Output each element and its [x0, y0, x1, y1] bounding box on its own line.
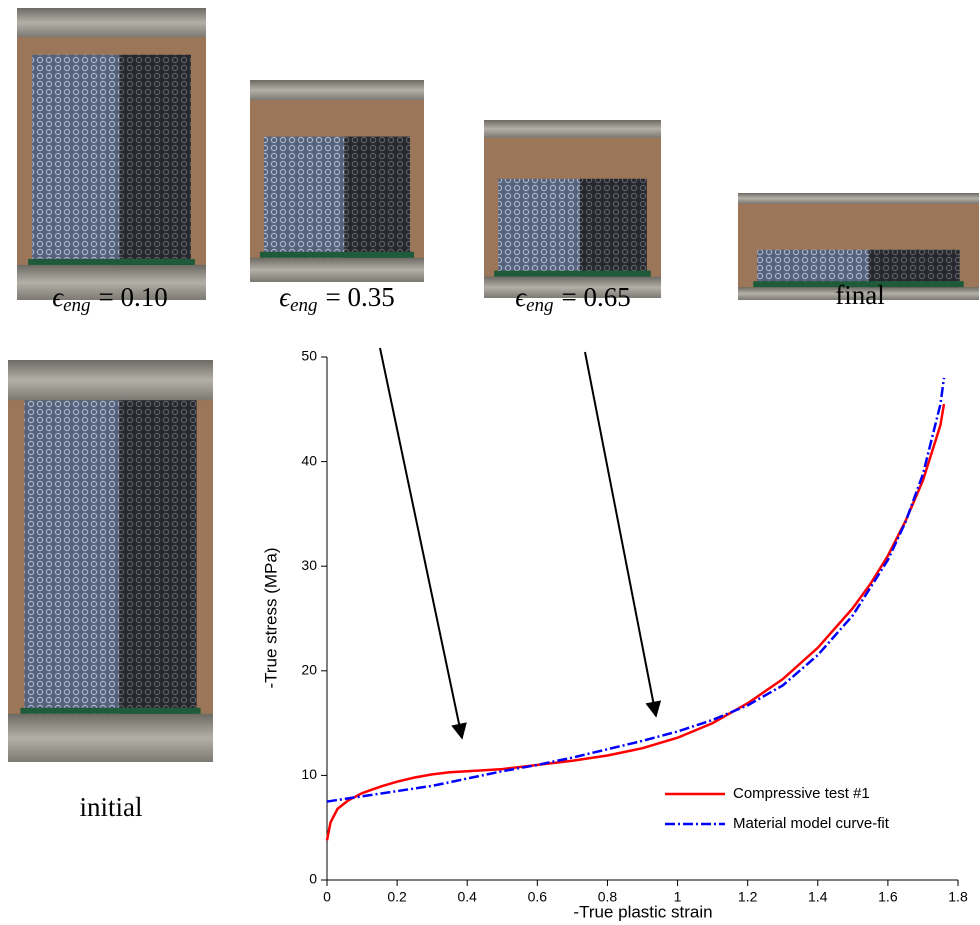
y-tick-label: 10 [301, 766, 317, 782]
caption-subscript: eng [63, 295, 90, 316]
foam-right [868, 249, 960, 288]
legend-label: Material model curve-fit [733, 815, 890, 832]
data-line [325, 403, 946, 841]
x-tick-label: 0.6 [528, 889, 548, 905]
caption-symbol: ϵ [279, 282, 291, 312]
y-tick-label: 20 [301, 662, 317, 678]
x-tick-label: 1.4 [808, 889, 828, 905]
photo-plate [484, 120, 661, 138]
photo-plate [8, 713, 213, 762]
photo-plate [8, 360, 213, 401]
photo-caption: initial [80, 792, 143, 822]
photo-plate [484, 276, 661, 298]
caption-symbol: ϵ [515, 282, 527, 312]
foam-right [119, 54, 191, 265]
legend-label: Compressive test #1 [733, 785, 870, 802]
x-tick-label: 0 [323, 889, 331, 905]
y-axis-label: -True stress (MPa) [261, 547, 280, 688]
arrow [584, 351, 662, 718]
photo-caption: ϵeng = 0.10 [52, 282, 168, 316]
foam-right [579, 178, 647, 277]
y-tick-label: 40 [301, 452, 317, 468]
photo-plate [738, 287, 979, 300]
photo-plate [17, 8, 206, 38]
foam-right [344, 136, 411, 258]
y-tick-label: 50 [301, 348, 317, 364]
foam-left [32, 54, 120, 265]
photo-caption: final [835, 280, 884, 310]
x-axis-label: -True plastic strain [573, 902, 712, 921]
foam-right [119, 400, 197, 714]
caption-text: final [835, 280, 884, 310]
caption-symbol: ϵ [52, 282, 64, 312]
caption-subscript: eng [290, 295, 317, 316]
x-tick-label: 1.2 [738, 889, 758, 905]
x-tick-label: 1.6 [878, 889, 898, 905]
y-tick-label: 30 [301, 557, 317, 573]
photo-caption: ϵeng = 0.35 [279, 282, 395, 316]
caption-text: initial [80, 792, 143, 822]
glue [753, 281, 964, 288]
photo-plate [250, 257, 424, 282]
photo-plate [17, 264, 206, 300]
caption-text: = 0.35 [326, 282, 395, 312]
photos: ϵeng = 0.10 ϵeng = 0.35 ϵeng = 0.65 finaliniti… [8, 8, 979, 822]
data-line [326, 377, 946, 803]
foam-left [757, 249, 869, 288]
photo-caption: ϵeng = 0.65 [515, 282, 631, 316]
foam-left [263, 136, 345, 258]
glue [259, 251, 415, 258]
x-tick-label: 1.8 [948, 889, 968, 905]
foam-left [24, 400, 120, 714]
caption-subscript: eng [526, 295, 553, 316]
glue [20, 707, 201, 714]
glue [28, 258, 195, 265]
x-tick-label: 0.8 [598, 889, 618, 905]
foam-left [498, 178, 580, 277]
photo-plate [250, 80, 424, 101]
caption-text: = 0.65 [562, 282, 631, 312]
y-tick-label: 0 [309, 871, 317, 887]
x-tick-label: 0.4 [457, 889, 477, 905]
x-tick-label: 1 [674, 889, 682, 905]
arrow [379, 347, 467, 740]
caption-text: = 0.10 [99, 282, 168, 312]
glue [494, 270, 651, 277]
photo-plate [738, 193, 979, 204]
x-tick-label: 0.2 [387, 889, 407, 905]
